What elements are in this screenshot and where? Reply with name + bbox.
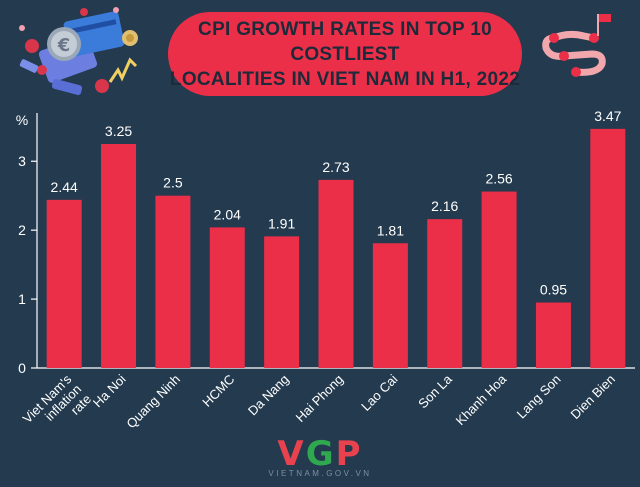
category-label-line: Lang Son	[514, 372, 564, 422]
route-map-pin-icon	[542, 14, 611, 77]
category-label: Da Nang	[245, 372, 292, 419]
category-label-line: Quang Ninh	[123, 372, 183, 432]
y-tick-label: 3	[18, 153, 26, 169]
bar	[101, 144, 137, 368]
category-label: Quang Ninh	[123, 372, 183, 432]
data-label: 2.16	[431, 198, 458, 214]
title-line-2: LOCALITIES IN VIET NAM IN H1, 2022	[169, 68, 521, 90]
category-label-line: HCMC	[199, 372, 237, 410]
category-label-line: Lao Cai	[358, 371, 400, 413]
bar	[264, 236, 300, 368]
chart-axes: % 0 1 2 3	[16, 112, 635, 376]
category-label: Khanh Hoa	[453, 371, 510, 428]
svg-text:€: €	[57, 35, 71, 56]
data-label: 3.25	[105, 123, 132, 139]
y-tick-label: 1	[18, 291, 26, 307]
vgp-logo-mark: VGP	[0, 436, 640, 472]
category-label: Hai Phong	[293, 372, 347, 426]
category-label-line: Khanh Hoa	[453, 371, 510, 428]
euro-coin-card-illustration-icon: €	[19, 7, 138, 96]
title-line-1: CPI GROWTH RATES IN TOP 10 COSTLIEST	[198, 18, 492, 65]
data-label: 3.47	[594, 108, 621, 124]
y-axis-label: %	[16, 112, 28, 128]
bar	[427, 219, 463, 368]
data-label: 1.81	[377, 222, 404, 238]
data-label: 2.44	[51, 179, 78, 195]
y-tick-label: 0	[18, 360, 26, 376]
bar	[155, 195, 191, 368]
bar	[481, 191, 517, 368]
category-label: Lao Cai	[358, 371, 400, 413]
data-label: 1.91	[268, 215, 295, 231]
logo-letter-g: G	[305, 434, 336, 474]
bar	[590, 128, 626, 368]
vgp-logo: VGP VIETNAM.GOV.VN	[0, 436, 640, 478]
vgp-logo-url: VIETNAM.GOV.VN	[268, 469, 372, 478]
data-label: 2.56	[485, 171, 512, 187]
logo-letter-v: V	[277, 434, 306, 474]
category-label-line: Dien Bien	[567, 372, 617, 422]
data-label: 2.5	[163, 175, 183, 191]
y-tick-label: 2	[18, 222, 26, 238]
category-label: Son La	[415, 371, 455, 411]
data-label: 0.95	[540, 282, 567, 298]
category-label: Ha Noi	[90, 371, 129, 410]
logo-letter-p: P	[335, 434, 363, 474]
category-label: Lang Son	[514, 372, 564, 422]
category-label-line: Da Nang	[245, 372, 292, 419]
category-label-line: Son La	[415, 371, 455, 411]
data-label: 2.73	[322, 159, 349, 175]
category-label: HCMC	[199, 372, 237, 410]
category-label: Viet Nam'sinflationrate	[20, 371, 95, 446]
chart-bars	[46, 128, 626, 368]
bar	[46, 199, 82, 368]
bar	[318, 179, 354, 368]
bar	[372, 243, 408, 368]
bar	[209, 227, 245, 368]
bar	[535, 302, 571, 368]
category-label-line: Hai Phong	[293, 372, 347, 426]
category-label: Dien Bien	[567, 372, 617, 422]
data-label: 2.04	[214, 206, 241, 222]
chart-title: CPI GROWTH RATES IN TOP 10 COSTLIEST LOC…	[168, 12, 522, 96]
category-label-line: Ha Noi	[90, 371, 129, 410]
chart-value-labels: 2.44 3.25 2.5 2.04 1.91 2.73 1.81 2.16 2.56 0.95 3…	[51, 108, 622, 298]
